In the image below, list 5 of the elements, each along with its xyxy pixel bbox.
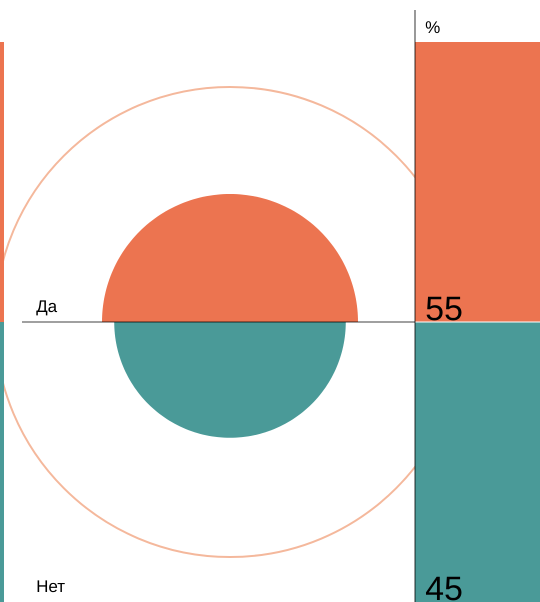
category-label: Да — [36, 300, 58, 316]
data-label: 55 — [426, 296, 462, 320]
data-label: 45 — [426, 576, 462, 600]
text: % — [426, 21, 440, 34]
category-label: Нет — [38, 580, 65, 592]
